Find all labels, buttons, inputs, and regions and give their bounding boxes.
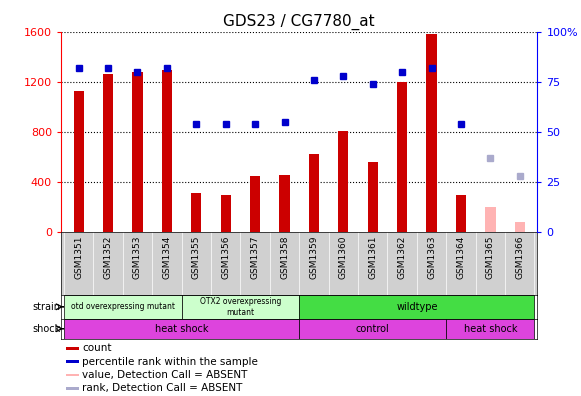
- Text: GSM1361: GSM1361: [368, 235, 377, 279]
- Bar: [299, 295, 535, 319]
- Bar: [368, 162, 378, 232]
- Bar: [66, 387, 79, 390]
- Text: GSM1355: GSM1355: [192, 235, 201, 279]
- Text: GSM1357: GSM1357: [250, 235, 260, 279]
- Title: GDS23 / CG7780_at: GDS23 / CG7780_at: [224, 14, 375, 30]
- Bar: [309, 154, 319, 232]
- Text: GSM1351: GSM1351: [74, 235, 83, 279]
- Bar: [66, 373, 79, 377]
- Bar: [64, 295, 182, 319]
- Text: rank, Detection Call = ABSENT: rank, Detection Call = ABSENT: [83, 383, 243, 393]
- Bar: [74, 91, 84, 232]
- Text: GSM1362: GSM1362: [397, 235, 407, 279]
- Text: GSM1358: GSM1358: [280, 235, 289, 279]
- Bar: [485, 207, 496, 232]
- Bar: [338, 131, 349, 232]
- Bar: [456, 195, 466, 232]
- Bar: [279, 175, 290, 232]
- Bar: [132, 72, 142, 232]
- Bar: [299, 319, 446, 339]
- Text: OTX2 overexpressing
mutant: OTX2 overexpressing mutant: [200, 297, 281, 316]
- Text: GSM1366: GSM1366: [515, 235, 524, 279]
- Bar: [66, 360, 79, 363]
- Text: control: control: [356, 324, 390, 334]
- Text: count: count: [83, 343, 112, 353]
- Text: GSM1359: GSM1359: [310, 235, 318, 279]
- Text: value, Detection Call = ABSENT: value, Detection Call = ABSENT: [83, 370, 248, 380]
- Bar: [221, 195, 231, 232]
- Bar: [66, 347, 79, 350]
- Text: GSM1353: GSM1353: [133, 235, 142, 279]
- Text: heat shock: heat shock: [155, 324, 209, 334]
- Text: wildtype: wildtype: [396, 302, 437, 312]
- Text: GSM1352: GSM1352: [103, 235, 113, 279]
- Text: GSM1360: GSM1360: [339, 235, 348, 279]
- Text: GSM1364: GSM1364: [457, 235, 465, 279]
- Text: GSM1354: GSM1354: [162, 235, 171, 279]
- Text: GSM1363: GSM1363: [427, 235, 436, 279]
- Bar: [446, 319, 535, 339]
- Bar: [515, 222, 525, 232]
- Text: strain: strain: [33, 302, 60, 312]
- Text: GSM1356: GSM1356: [221, 235, 230, 279]
- Bar: [191, 193, 202, 232]
- Text: otd overexpressing mutant: otd overexpressing mutant: [71, 302, 175, 311]
- Text: percentile rank within the sample: percentile rank within the sample: [83, 357, 259, 367]
- Bar: [103, 74, 113, 232]
- Bar: [182, 295, 299, 319]
- Bar: [426, 34, 437, 232]
- Text: GSM1365: GSM1365: [486, 235, 495, 279]
- Bar: [397, 82, 407, 232]
- Text: shock: shock: [32, 324, 60, 334]
- Text: heat shock: heat shock: [464, 324, 517, 334]
- Bar: [64, 319, 299, 339]
- Bar: [250, 176, 260, 232]
- Bar: [162, 70, 172, 232]
